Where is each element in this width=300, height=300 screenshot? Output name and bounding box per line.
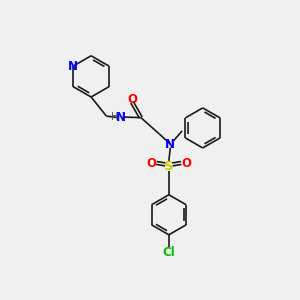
Text: Cl: Cl	[163, 246, 175, 259]
Text: H: H	[111, 112, 118, 122]
Text: N: N	[165, 138, 175, 151]
Text: N: N	[68, 60, 78, 73]
Text: O: O	[127, 93, 137, 106]
Text: O: O	[182, 157, 191, 170]
Text: O: O	[146, 157, 156, 170]
Text: N: N	[116, 111, 126, 124]
Text: S: S	[164, 160, 174, 173]
